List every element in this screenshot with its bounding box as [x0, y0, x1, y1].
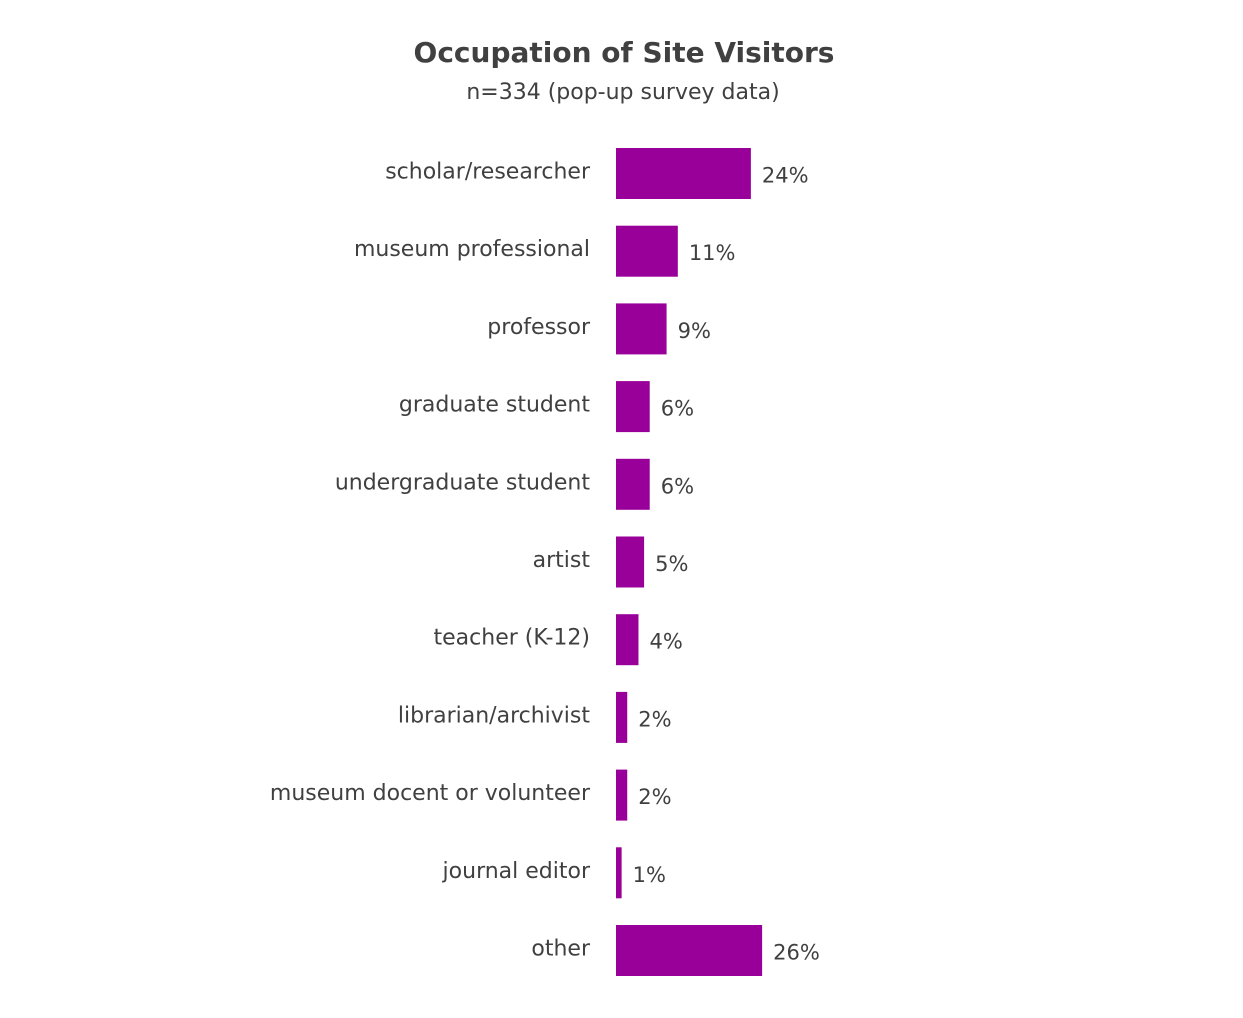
value-label: 6%	[661, 474, 694, 498]
chart-title: Occupation of Site Visitors	[413, 36, 835, 69]
bar	[616, 847, 622, 899]
category-label: graduate student	[399, 393, 591, 418]
bar	[616, 303, 667, 355]
bar	[616, 225, 678, 277]
bar	[616, 458, 650, 510]
bar	[616, 381, 650, 433]
value-label: 1%	[633, 863, 666, 887]
bar	[616, 148, 751, 199]
value-label: 2%	[638, 785, 671, 809]
bar	[616, 925, 763, 976]
value-label: 2%	[638, 707, 671, 731]
category-label: professor	[487, 315, 591, 340]
chart-subtitle: n=334 (pop-up survey data)	[466, 80, 780, 105]
category-label: librarian/archivist	[398, 703, 590, 728]
value-label: 5%	[655, 552, 688, 576]
category-label: scholar/researcher	[385, 160, 591, 185]
value-label: 6%	[661, 397, 694, 421]
value-label: 11%	[689, 241, 736, 265]
category-label: museum professional	[354, 237, 590, 262]
bar	[616, 614, 639, 666]
category-label: journal editor	[442, 859, 591, 884]
value-label: 4%	[649, 630, 682, 654]
category-label: teacher (K-12)	[434, 626, 590, 651]
value-label: 9%	[678, 319, 711, 343]
value-label: 24%	[762, 164, 809, 188]
bar	[616, 536, 645, 588]
category-label: undergraduate student	[335, 470, 591, 495]
category-label: artist	[533, 548, 591, 573]
value-label: 26%	[773, 941, 820, 965]
category-label: museum docent or volunteer	[270, 781, 591, 806]
category-label: other	[531, 937, 591, 962]
bar	[616, 691, 628, 743]
bar	[616, 769, 628, 821]
